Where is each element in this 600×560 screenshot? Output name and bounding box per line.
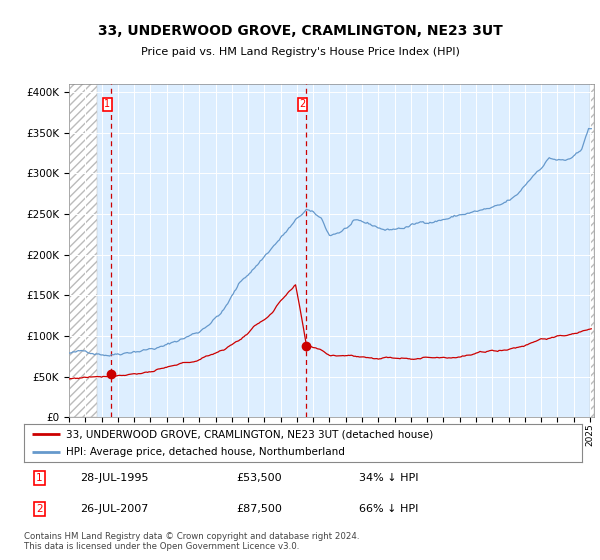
Text: 34% ↓ HPI: 34% ↓ HPI — [359, 473, 418, 483]
Text: 26-JUL-2007: 26-JUL-2007 — [80, 504, 148, 514]
Text: 33, UNDERWOOD GROVE, CRAMLINGTON, NE23 3UT (detached house): 33, UNDERWOOD GROVE, CRAMLINGTON, NE23 3… — [66, 429, 433, 439]
Bar — [590, 84, 594, 417]
Text: Price paid vs. HM Land Registry's House Price Index (HPI): Price paid vs. HM Land Registry's House … — [140, 46, 460, 57]
Text: HPI: Average price, detached house, Northumberland: HPI: Average price, detached house, Nort… — [66, 447, 345, 458]
Text: 2: 2 — [36, 504, 43, 514]
Text: 66% ↓ HPI: 66% ↓ HPI — [359, 504, 418, 514]
Text: 33, UNDERWOOD GROVE, CRAMLINGTON, NE23 3UT: 33, UNDERWOOD GROVE, CRAMLINGTON, NE23 3… — [98, 24, 502, 38]
Text: 2: 2 — [299, 99, 306, 109]
Bar — [590, 84, 594, 417]
Text: 1: 1 — [104, 99, 110, 109]
Bar — [69, 84, 97, 417]
Text: Contains HM Land Registry data © Crown copyright and database right 2024.
This d: Contains HM Land Registry data © Crown c… — [24, 532, 359, 551]
Text: 1: 1 — [36, 473, 43, 483]
Text: £53,500: £53,500 — [236, 473, 281, 483]
Text: £87,500: £87,500 — [236, 504, 282, 514]
Bar — [69, 84, 97, 417]
Text: 28-JUL-1995: 28-JUL-1995 — [80, 473, 148, 483]
